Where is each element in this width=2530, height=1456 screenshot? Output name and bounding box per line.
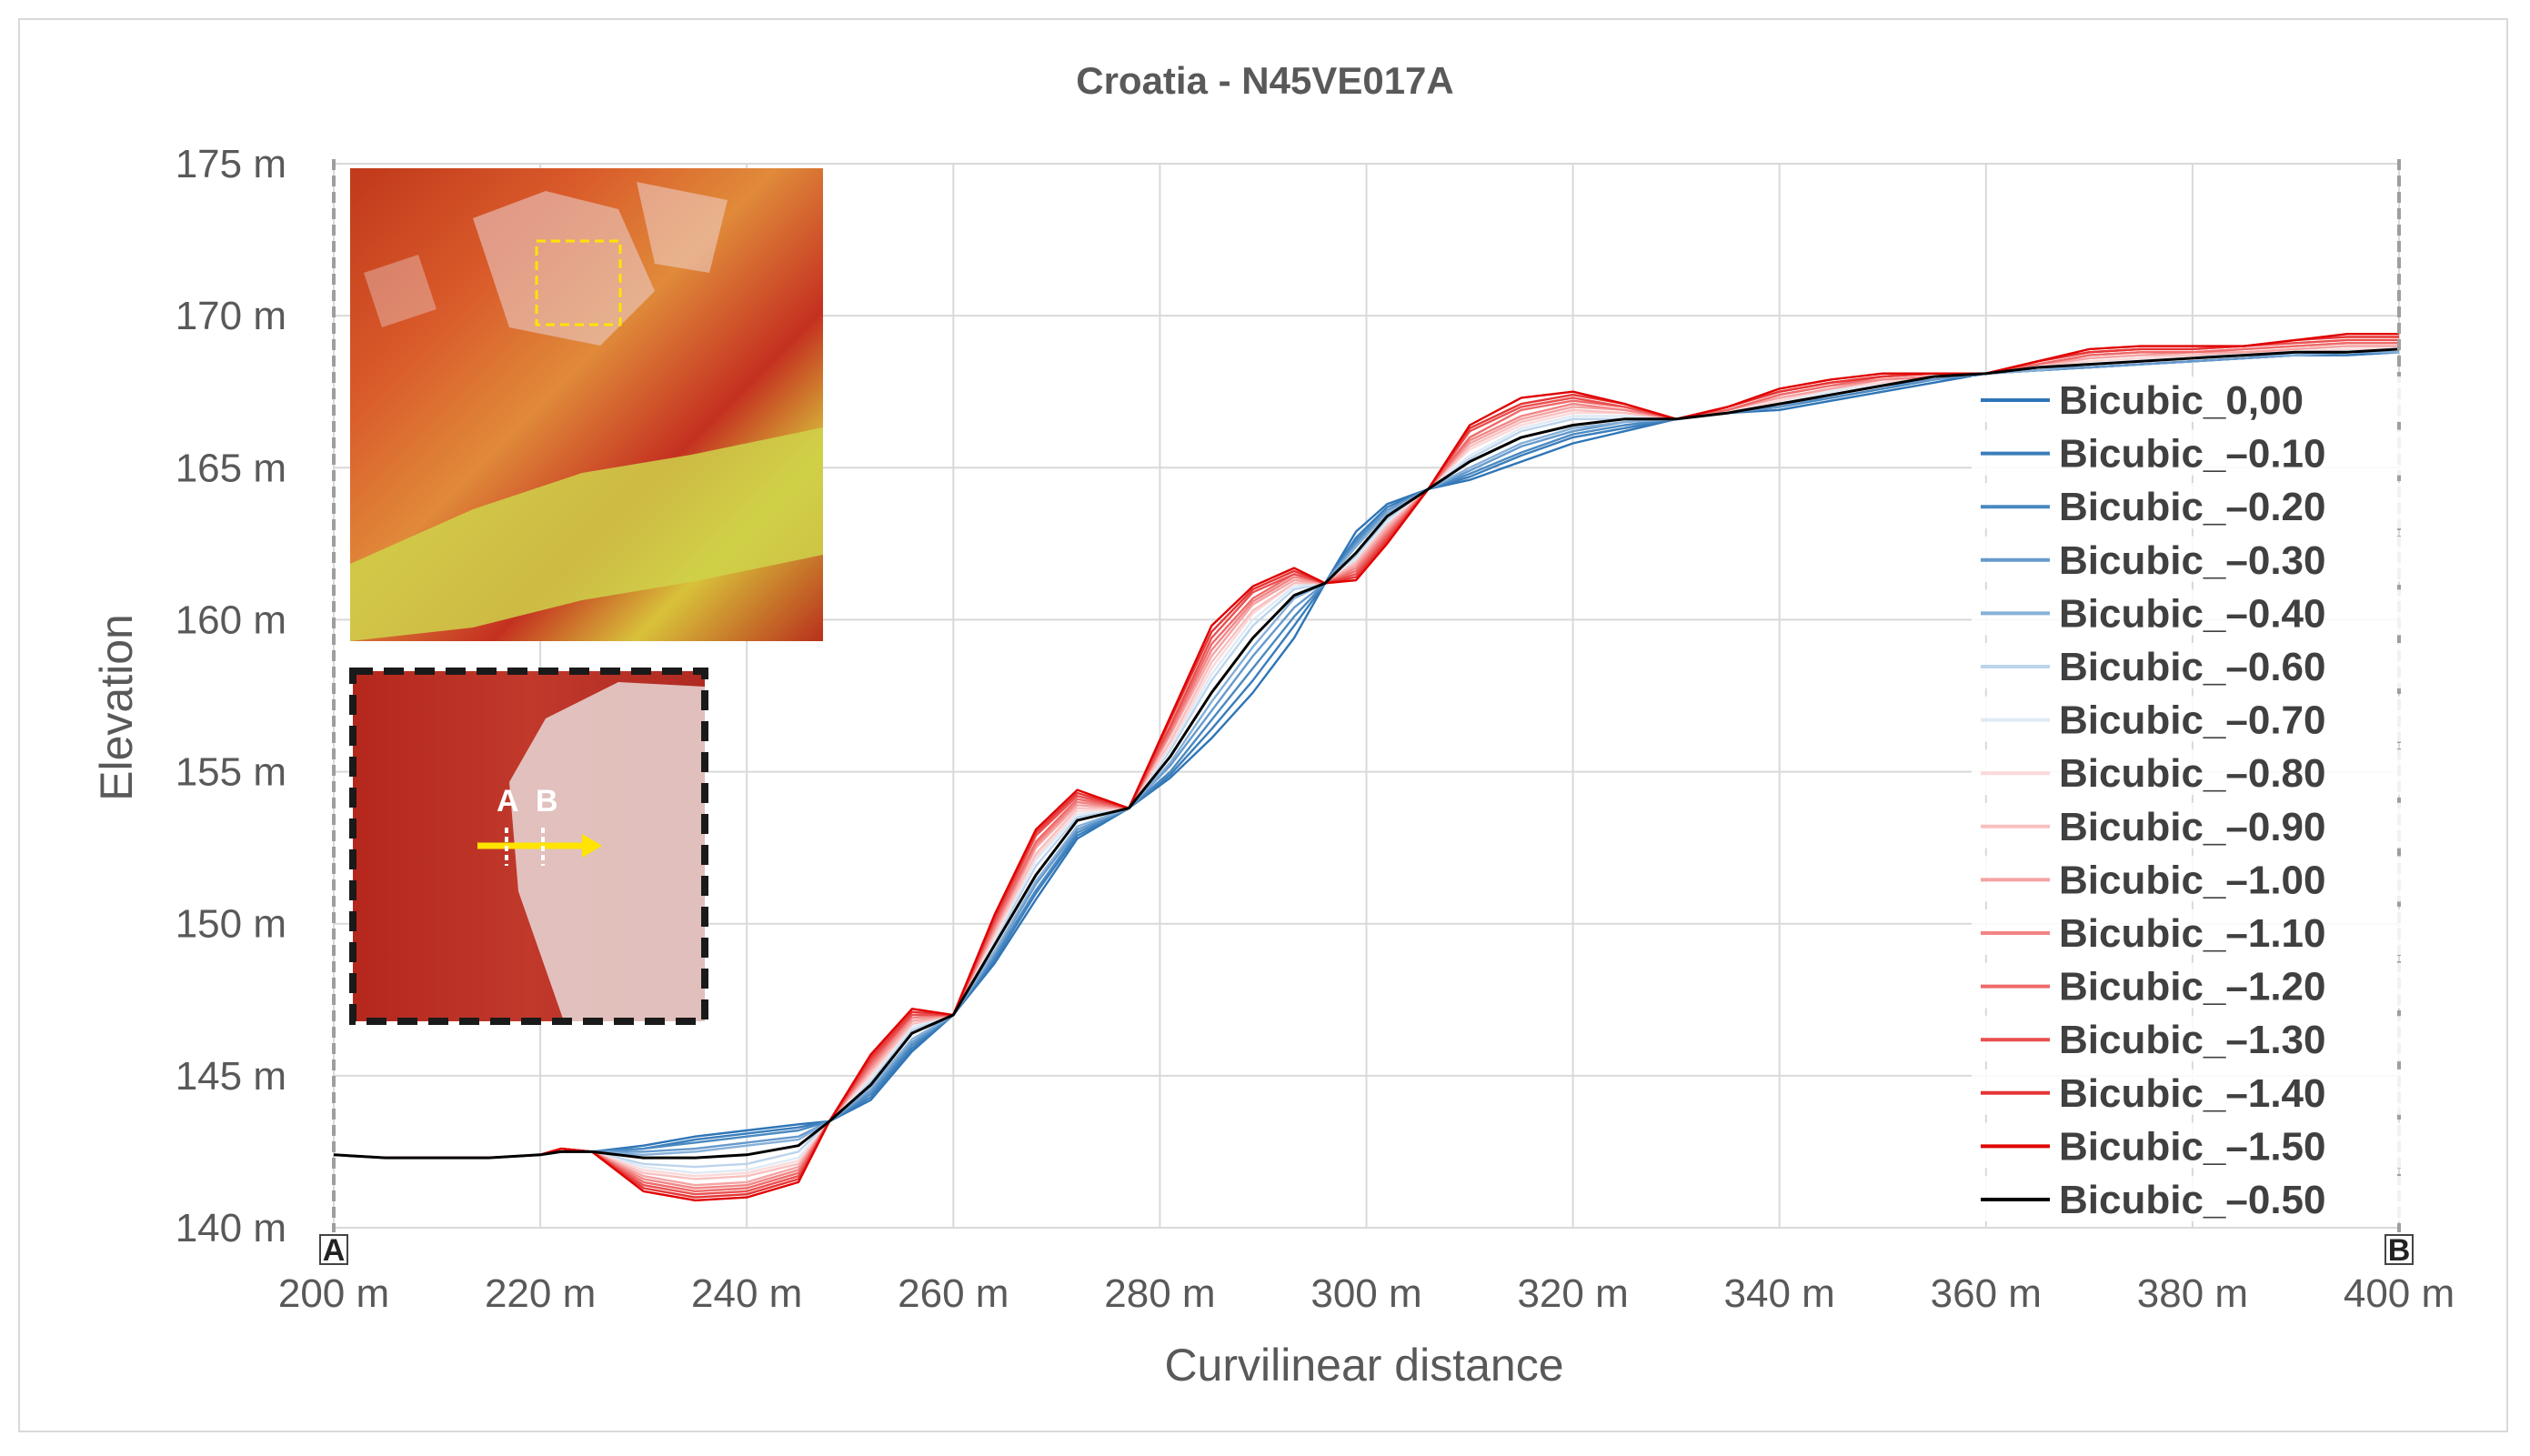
y-tick-label: 150 m bbox=[176, 902, 286, 947]
y-tick-label: 170 m bbox=[176, 294, 286, 338]
legend-label: Bicubic_–0.50 bbox=[2059, 1178, 2326, 1222]
y-axis-ticks: 140 m 145 m 150 m 155 m 160 m 165 m 170 m 175 m bbox=[176, 142, 286, 1250]
legend-label: Bicubic_–1.20 bbox=[2059, 965, 2326, 1009]
legend-label: Bicubic_–0.80 bbox=[2059, 751, 2326, 796]
y-tick-label: 160 m bbox=[176, 597, 286, 642]
chart-title: Croatia - N45VE017A bbox=[1076, 59, 1454, 102]
y-tick-label: 165 m bbox=[176, 446, 286, 490]
legend-label: Bicubic_–0.40 bbox=[2059, 591, 2326, 636]
x-tick-label: 300 m bbox=[1310, 1271, 1421, 1316]
inset-marker-a: A bbox=[497, 784, 519, 818]
y-tick-label: 155 m bbox=[176, 750, 286, 795]
y-tick-label: 140 m bbox=[176, 1206, 286, 1250]
legend-label: Bicubic_–1.10 bbox=[2059, 911, 2326, 956]
x-tick-label: 380 m bbox=[2137, 1271, 2248, 1316]
legend-label: Bicubic_0,00 bbox=[2059, 378, 2304, 423]
y-axis-title: Elevation bbox=[91, 614, 142, 801]
chart-frame bbox=[18, 18, 2508, 1432]
x-tick-label: 200 m bbox=[278, 1271, 389, 1316]
x-tick-label: 360 m bbox=[1931, 1271, 2042, 1316]
legend-label: Bicubic_–0.70 bbox=[2059, 698, 2326, 743]
inset-marker-b: B bbox=[536, 784, 558, 818]
arrow-head-icon bbox=[582, 834, 602, 858]
legend-label: Bicubic_–1.40 bbox=[2059, 1071, 2326, 1116]
series-line bbox=[333, 347, 2400, 1160]
x-axis-title: Curvilinear distance bbox=[1164, 1340, 1563, 1391]
inset-zoom-map: A B bbox=[349, 668, 708, 1025]
legend-label: Bicubic_–0.20 bbox=[2059, 485, 2326, 529]
legend-label: Bicubic_–1.00 bbox=[2059, 858, 2326, 902]
x-tick-label: 260 m bbox=[898, 1271, 1009, 1316]
x-tick-label: 240 m bbox=[691, 1271, 802, 1316]
legend-label: Bicubic_–0.90 bbox=[2059, 805, 2326, 849]
series-line bbox=[333, 351, 2399, 1160]
x-tick-label: 220 m bbox=[485, 1271, 596, 1316]
x-tick-label: 280 m bbox=[1104, 1271, 1215, 1316]
series-lines bbox=[333, 333, 2400, 1202]
legend-label: Bicubic_–1.50 bbox=[2059, 1124, 2326, 1169]
endpoint-b-label: B bbox=[2388, 1233, 2411, 1268]
y-tick-label: 145 m bbox=[176, 1054, 286, 1099]
series-line bbox=[333, 333, 2399, 1202]
x-tick-label: 340 m bbox=[1724, 1271, 1835, 1316]
x-axis-ticks: 200 m 220 m 240 m 260 m 280 m 300 m 320 m 340 m… bbox=[278, 1271, 2455, 1316]
inset-overview-map bbox=[350, 168, 823, 641]
endpoint-a-label: A bbox=[323, 1233, 346, 1268]
legend-label: Bicubic_–0.30 bbox=[2059, 538, 2326, 583]
legend: Bicubic_0,00 Bicubic_–0.10 Bicubic_–0.20 Bi… bbox=[1972, 377, 2426, 1222]
legend-label: Bicubic_–0.10 bbox=[2059, 432, 2326, 477]
x-tick-label: 320 m bbox=[1517, 1271, 1628, 1316]
legend-label: Bicubic_–1.30 bbox=[2059, 1018, 2326, 1062]
legend-label: Bicubic_–0.60 bbox=[2059, 645, 2326, 689]
x-tick-label: 400 m bbox=[2344, 1271, 2455, 1316]
y-tick-label: 175 m bbox=[176, 142, 286, 186]
inset-selection-box bbox=[535, 239, 622, 326]
